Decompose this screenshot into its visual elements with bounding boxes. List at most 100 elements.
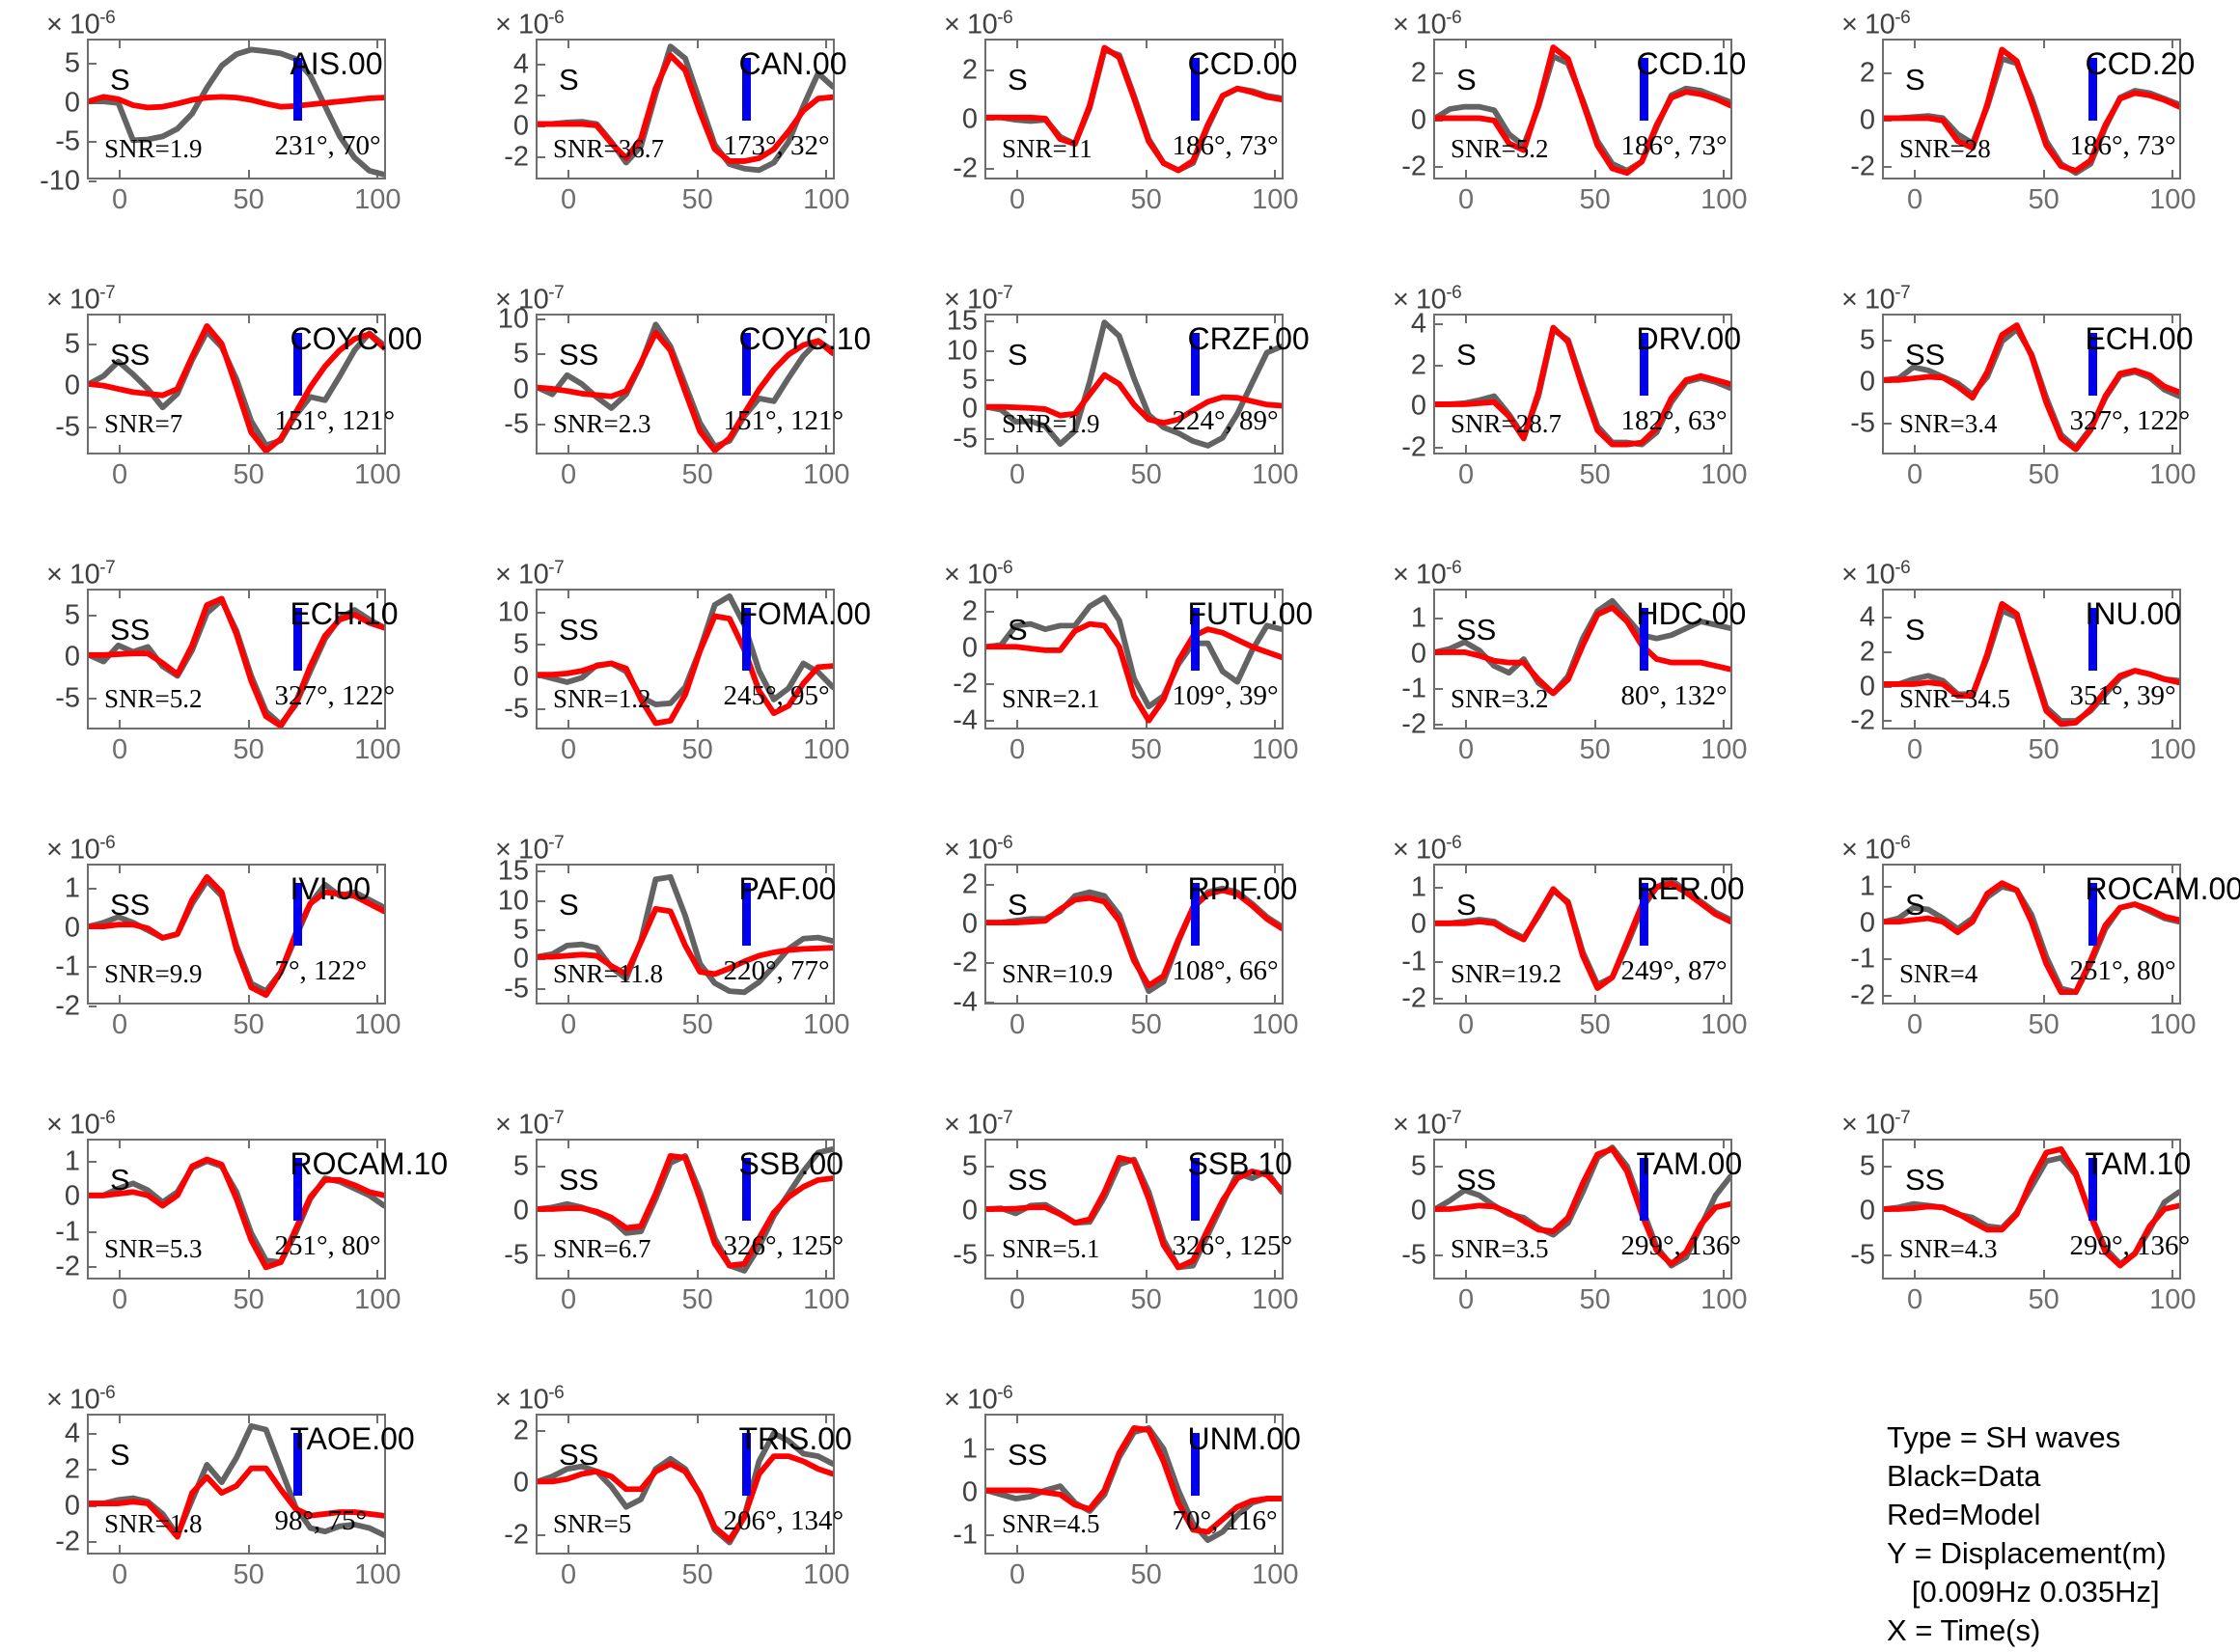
- axes-box: 5 0 -5 0 50 100 SS SSB.00 SNR=6.7 326°, 125°: [504, 1139, 849, 1315]
- x-tick-mark: [2042, 591, 2045, 598]
- phase-label: SS: [110, 888, 151, 922]
- waveform-panel-inu-00: × 10-6 4 2 0 -2 0 50 100 S INU.00 SNR=34.5 351°, 39…: [1807, 556, 2196, 765]
- y-tick-mark: [1884, 886, 1892, 889]
- y-tick-label: -5: [55, 411, 80, 443]
- y-axis-exponent: × 10-6: [495, 8, 565, 41]
- station-label: CRZF.00: [1187, 321, 1310, 356]
- snr-label: SNR=5.2: [104, 684, 203, 713]
- waveform-traces: [1435, 1144, 1730, 1269]
- axes-box: 1 0 -1 -2 0 50 100 SS HDC.00 SNR=3.2 80°, 132°: [1401, 589, 1747, 765]
- x-tick-mark: [1145, 1416, 1148, 1423]
- phase-label: SS: [1456, 1163, 1497, 1198]
- x-tick-mark: [696, 1141, 699, 1148]
- y-tick-label: -5: [953, 1239, 978, 1271]
- x-tick-mark: [1145, 170, 1148, 178]
- azimuth-distance-label: 327°, 122°: [274, 680, 396, 711]
- x-tick-mark: [2042, 316, 2045, 323]
- y-tick-mark: [538, 95, 545, 97]
- x-tick-label: 0: [1457, 1284, 1475, 1315]
- y-tick-label: 4: [1410, 308, 1426, 340]
- y-tick-label: 0: [512, 1467, 529, 1499]
- x-tick-mark: [1274, 41, 1277, 48]
- y-tick-mark: [89, 1230, 97, 1233]
- x-tick-mark: [1465, 995, 1468, 1003]
- x-tick-mark: [567, 866, 570, 873]
- station-label: TAM.10: [2085, 1146, 2192, 1181]
- y-axis-exponent: × 10-7: [495, 283, 565, 316]
- y-tick-label: 1: [1410, 602, 1426, 634]
- x-tick-mark: [376, 41, 379, 48]
- snr-label: SNR=19.2: [1451, 959, 1562, 988]
- waveform-traces: [986, 44, 1282, 174]
- x-tick-label: 50: [1579, 734, 1611, 765]
- x-tick-mark: [696, 995, 699, 1003]
- x-tick-mark: [1593, 41, 1596, 48]
- y-tick-label: 0: [64, 87, 80, 119]
- x-tick-mark: [1145, 995, 1148, 1003]
- x-tick-mark: [1016, 170, 1019, 178]
- y-axis-exponent: × 10-6: [46, 833, 116, 866]
- x-tick-mark: [1723, 720, 1726, 728]
- x-tick-label: 50: [1130, 459, 1162, 490]
- y-tick-label: -2: [1401, 982, 1426, 1014]
- x-tick-mark: [696, 1416, 699, 1423]
- y-axis-exponent: × 10-7: [46, 558, 116, 591]
- y-axis-exponent: × 10-7: [944, 283, 1013, 316]
- y-tick-label: 0: [961, 632, 978, 664]
- x-tick-label: 100: [2149, 1284, 2197, 1315]
- y-tick-mark: [89, 888, 97, 891]
- y-tick-mark: [1884, 958, 1892, 961]
- x-tick-label: 50: [681, 1284, 713, 1315]
- y-tick-label: 4: [512, 48, 529, 80]
- x-tick-label: 50: [233, 459, 264, 490]
- waveform-panel-foma-00: × 10-7 10 5 0 -5 0 50 100 SS FOMA.00 SNR=1.2 245°, …: [460, 556, 871, 765]
- y-tick-mark: [538, 1534, 545, 1537]
- x-tick-mark: [825, 1545, 828, 1553]
- azimuth-distance-label: 186°, 73°: [2069, 130, 2176, 161]
- station-label: CCD.10: [1636, 46, 1747, 81]
- y-tick-label: 10: [946, 335, 978, 366]
- y-tick-mark: [538, 1166, 545, 1169]
- phase-label: SS: [1008, 1438, 1048, 1473]
- phase-pick-marker: [1191, 1157, 1201, 1222]
- x-tick-mark: [825, 1270, 828, 1278]
- x-tick-mark: [2042, 445, 2045, 453]
- x-tick-mark: [1723, 170, 1726, 178]
- waveform-traces: [538, 592, 833, 727]
- x-tick-mark: [376, 591, 379, 598]
- waveform-panel-rocam-00: × 10-6 1 0 -1 -2 0 50 100 S ROCAM.00 SNR=4 251°, 80…: [1807, 831, 2240, 1040]
- y-tick-label: 0: [512, 1195, 529, 1226]
- model-trace: [1884, 880, 2179, 996]
- y-tick-label: 15: [946, 305, 978, 337]
- y-tick-label: -2: [504, 1519, 529, 1551]
- axes-box: 5 0 -5 -10 0 50 100 S AIS.00 SNR=1.9 231°, 70°: [40, 39, 401, 215]
- y-tick-label: 2: [961, 868, 978, 900]
- x-tick-mark: [1593, 170, 1596, 178]
- y-tick-mark: [89, 1005, 97, 1007]
- y-tick-mark: [89, 180, 97, 182]
- x-tick-mark: [567, 995, 570, 1003]
- y-tick-label: 0: [961, 393, 978, 425]
- x-tick-label: 0: [560, 1559, 577, 1590]
- y-tick-label: 0: [1859, 366, 1875, 398]
- x-tick-label: 100: [1701, 459, 1748, 490]
- y-tick-label: 1: [961, 1433, 978, 1465]
- y-tick-mark: [986, 349, 994, 352]
- phase-pick-marker: [1640, 57, 1649, 122]
- x-tick-label: 0: [1906, 184, 1923, 215]
- x-tick-label: 100: [354, 1284, 401, 1315]
- axes-box: 1 0 -1 0 50 100 SS UNM.00 SNR=4.5 70°, 116°: [953, 1414, 1301, 1590]
- station-label: SSB.10: [1187, 1146, 1292, 1181]
- y-tick-mark: [89, 344, 97, 346]
- waveform-traces: [986, 1154, 1282, 1271]
- y-tick-label: -1: [55, 950, 80, 982]
- y-tick-label: -5: [55, 125, 80, 157]
- y-tick-label: 1: [64, 872, 80, 904]
- model-trace: [538, 906, 833, 977]
- snr-label: SNR=5.2: [1451, 134, 1549, 163]
- axes-box: 15 10 5 0 -5 0 50 100 S CRZF.00 SNR=1.9 224°, 89°: [947, 306, 1310, 490]
- y-tick-label: -2: [1401, 151, 1426, 182]
- station-label: UNM.00: [1187, 1421, 1301, 1456]
- phase-pick-marker: [293, 607, 303, 672]
